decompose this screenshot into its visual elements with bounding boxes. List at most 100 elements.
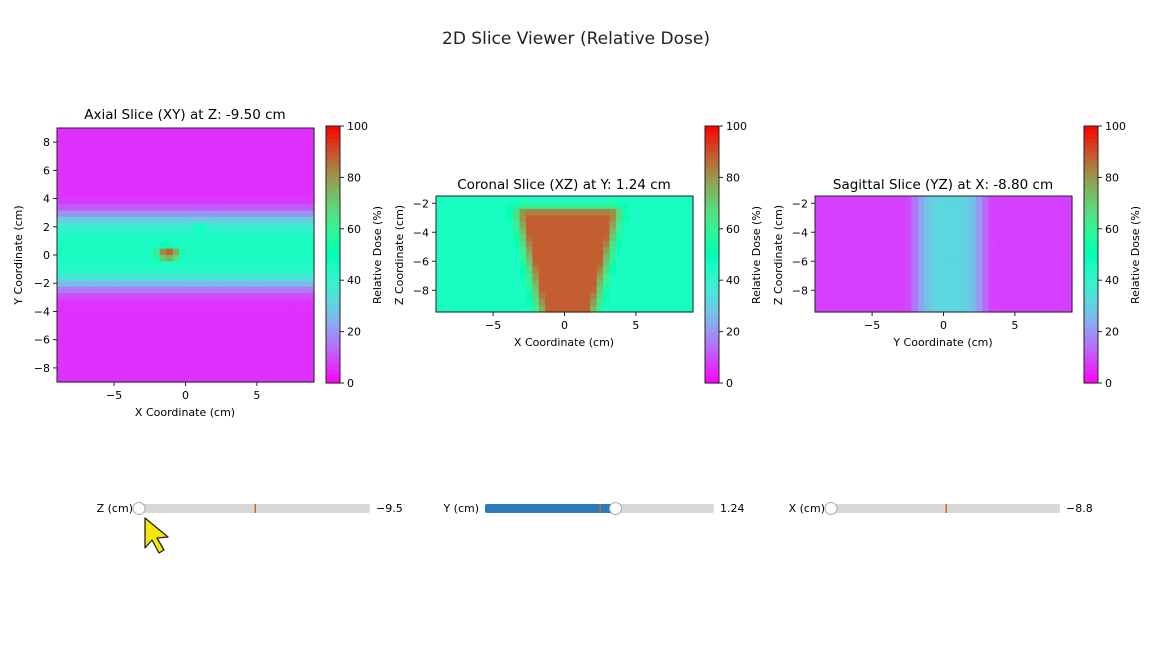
heatmap-cell <box>442 260 450 268</box>
heatmap-cell <box>1065 299 1073 307</box>
heatmap-cell <box>198 280 206 288</box>
heatmap-cell <box>500 215 508 223</box>
heatmap-cell <box>532 260 540 268</box>
heatmap-cell <box>956 260 964 268</box>
heatmap-cell <box>146 350 154 358</box>
heatmap-cell <box>982 254 990 262</box>
x-slider[interactable]: X (cm) −8.8 <box>789 502 1093 515</box>
heatmap-cell <box>63 140 71 148</box>
heatmap-cell <box>590 266 598 274</box>
colorbar-segment <box>326 203 340 208</box>
heatmap-cell <box>172 185 180 193</box>
x-slider-handle[interactable] <box>824 502 838 515</box>
heatmap-cell <box>275 235 283 243</box>
heatmap-cell <box>879 215 887 223</box>
heatmap-cell <box>1046 292 1054 300</box>
heatmap-cell <box>191 216 199 224</box>
heatmap-cell <box>898 196 906 204</box>
heatmap-cell <box>455 228 463 236</box>
heatmap-cell <box>545 286 553 294</box>
heatmap-cell <box>191 356 199 364</box>
heatmap-cell <box>101 197 109 205</box>
heatmap-cell <box>924 266 932 274</box>
colorbar-tick-label: 60 <box>1105 223 1119 236</box>
heatmap-cell <box>859 247 867 255</box>
heatmap-cell <box>898 241 906 249</box>
heatmap-cell <box>1059 221 1067 229</box>
heatmap-cell <box>198 356 206 364</box>
heatmap-cell <box>641 254 649 262</box>
heatmap-cell <box>159 242 167 250</box>
heatmap-cell <box>301 312 309 320</box>
heatmap-cell <box>1001 234 1009 242</box>
heatmap-cell <box>1046 247 1054 255</box>
heatmap-cell <box>487 221 495 229</box>
heatmap-cell <box>994 196 1002 204</box>
heatmap-cell <box>256 356 264 364</box>
heatmap-cell <box>127 375 135 383</box>
colorbar-segment <box>1084 147 1098 153</box>
heatmap-cell <box>538 279 546 287</box>
heatmap-cell <box>127 128 135 135</box>
heatmap-cell <box>994 202 1002 210</box>
heatmap-cell <box>969 286 977 294</box>
heatmap-cell <box>911 215 919 223</box>
colorbar-tick-label: 80 <box>347 171 361 184</box>
heatmap-cell <box>583 202 591 210</box>
heatmap-cell <box>166 362 174 370</box>
heatmap-cell <box>641 196 649 204</box>
heatmap-cell <box>577 286 585 294</box>
heatmap-cell <box>506 196 514 204</box>
heatmap-cell <box>519 241 527 249</box>
heatmap-cell <box>885 215 893 223</box>
heatmap-cell <box>635 286 643 294</box>
heatmap-cell <box>892 305 900 313</box>
heatmap-cell <box>937 279 945 287</box>
heatmap-cell <box>1033 215 1041 223</box>
heatmap-cell <box>827 299 835 307</box>
heatmap-cell <box>185 134 193 142</box>
heatmap-cell <box>590 196 598 204</box>
heatmap-cell <box>236 305 244 313</box>
heatmap-cell <box>146 172 154 180</box>
heatmap-cell <box>114 261 122 269</box>
heatmap-cell <box>1033 286 1041 294</box>
heatmap-cell <box>513 221 521 229</box>
heatmap-cell <box>994 221 1002 229</box>
heatmap-cell <box>57 166 65 174</box>
heatmap-cell <box>134 369 142 377</box>
colorbar-segment <box>326 331 340 337</box>
heatmap-cell <box>307 261 315 269</box>
heatmap-cell <box>603 202 611 210</box>
heatmap-cell <box>262 369 270 377</box>
heatmap-cell <box>294 350 302 358</box>
heatmap-cell <box>95 210 103 218</box>
z-slider-handle[interactable] <box>132 502 146 515</box>
heatmap-cell <box>179 191 187 199</box>
heatmap-cell <box>667 279 675 287</box>
z-slider[interactable]: Z (cm) −9.5 <box>97 502 403 515</box>
y-slider[interactable]: Y (cm) 1.24 <box>442 502 745 515</box>
heatmap-cell <box>493 299 501 307</box>
heatmap-cell <box>493 279 501 287</box>
heatmap-cell <box>448 266 456 274</box>
heatmap-cell <box>63 172 71 180</box>
colorbar-segment <box>705 147 719 153</box>
heatmap-cell <box>249 235 257 243</box>
heatmap-cell <box>101 134 109 142</box>
heatmap-cell <box>69 293 77 301</box>
heatmap-cell <box>281 337 289 345</box>
heatmap-cell <box>159 293 167 301</box>
heatmap-cell <box>95 191 103 199</box>
heatmap-cell <box>69 216 77 224</box>
heatmap-cell <box>204 134 212 142</box>
y-slider-handle[interactable] <box>609 502 622 515</box>
colorbar-segment <box>705 245 719 251</box>
heatmap-cell <box>127 312 135 320</box>
heatmap-cell <box>461 208 469 216</box>
heatmap-cell <box>307 356 315 364</box>
heatmap-cell <box>153 140 161 148</box>
heatmap-cell <box>82 350 90 358</box>
heatmap-cell <box>82 267 90 275</box>
heatmap-cell <box>57 312 65 320</box>
